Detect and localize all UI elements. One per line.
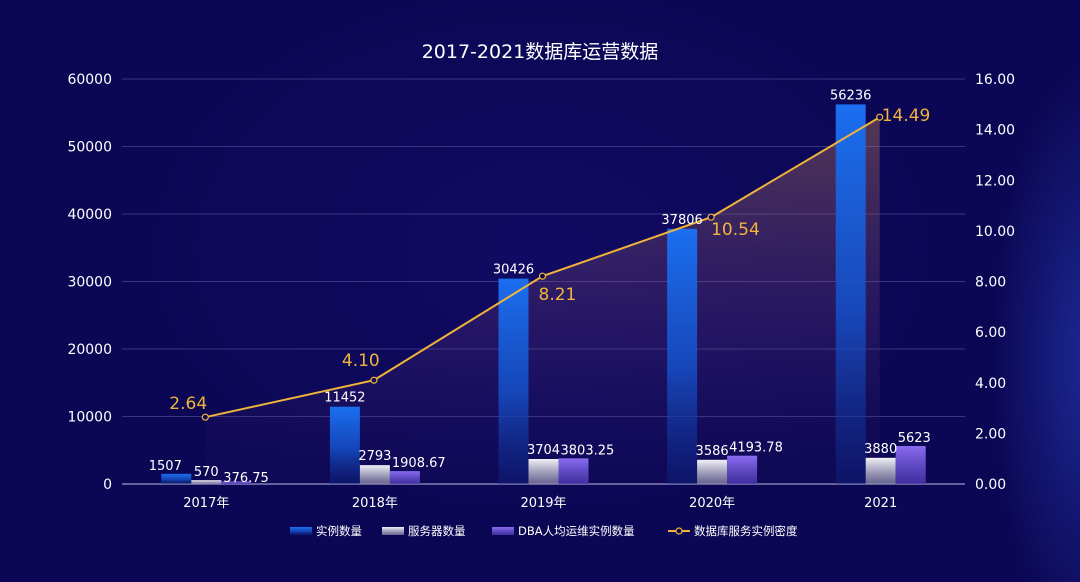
legend-swatch — [492, 527, 514, 535]
server-bar-label: 570 — [194, 465, 219, 480]
y-left-tick-label: 40000 — [67, 207, 112, 223]
y-left-tick-label: 50000 — [67, 140, 112, 156]
density-area — [205, 117, 880, 485]
density-point — [707, 213, 715, 221]
legend-swatch — [290, 527, 312, 535]
x-tick-label: 2017年 — [183, 496, 229, 511]
x-tick-label: 2019年 — [520, 496, 566, 511]
server-bar-label: 3586 — [696, 444, 729, 459]
server-bar — [191, 480, 222, 484]
density-point — [538, 272, 547, 280]
instance-bar — [329, 406, 360, 484]
density-point — [201, 413, 209, 421]
y-right-tick-label: 6.00 — [975, 325, 1006, 341]
instance-bar-label: 1507 — [149, 459, 182, 474]
y-left-tick-label: 30000 — [67, 275, 112, 291]
legend-label: 实例数量 — [316, 524, 362, 538]
y-right-tick-label: 14.00 — [975, 123, 1015, 139]
y-left-tick-label: 10000 — [67, 410, 112, 426]
y-right-tick-label: 8.00 — [975, 275, 1006, 291]
y-right-tick-label: 4.00 — [975, 376, 1006, 392]
instance-bar — [835, 104, 866, 485]
server-bar-label: 3704 — [527, 443, 560, 458]
density-point — [370, 376, 378, 384]
y-left-tick-label: 0 — [103, 477, 112, 493]
instance-bar-label: 37806 — [661, 213, 702, 228]
dba-bar-label: 376.75 — [223, 471, 268, 486]
density-point — [876, 113, 884, 121]
server-bar — [528, 458, 559, 484]
legend-label: 服务器数量 — [408, 524, 466, 538]
y-left-tick-label: 60000 — [67, 72, 112, 88]
legend-swatch-point — [675, 527, 683, 535]
density-label: 10.54 — [711, 220, 760, 240]
dba-bar-label: 3803.25 — [561, 443, 615, 458]
x-tick-label: 2018年 — [352, 496, 398, 511]
y-right-tick-label: 10.00 — [975, 224, 1015, 240]
density-label: 4.10 — [342, 351, 380, 371]
x-tick-label: 2020年 — [689, 496, 735, 511]
instance-bar — [498, 278, 529, 484]
y-right-tick-label: 12.00 — [975, 173, 1015, 189]
instance-bar-label: 11452 — [324, 391, 365, 406]
dba-bar-label: 1908.67 — [392, 456, 446, 471]
y-right-tick-label: 16.00 — [975, 72, 1015, 88]
dba-bar — [221, 481, 252, 484]
legend-swatch — [382, 527, 404, 535]
density-label: 2.64 — [169, 394, 207, 414]
y-right-tick-label: 2.00 — [975, 426, 1006, 442]
instance-bar-label: 56236 — [830, 88, 871, 103]
density-label: 14.49 — [882, 106, 931, 126]
x-tick-label: 2021 — [864, 496, 897, 511]
legend-label: DBA人均运维实例数量 — [518, 524, 635, 538]
density-label: 8.21 — [539, 285, 577, 305]
legend-label: 数据库服务实例密度 — [694, 524, 798, 538]
dba-bar-label: 5623 — [898, 431, 931, 446]
server-bar — [697, 459, 728, 484]
server-bar-label: 3880 — [864, 442, 897, 457]
dba-bar — [895, 446, 926, 484]
chart-title: 2017-2021数据库运营数据 — [422, 41, 659, 63]
dba-bar — [558, 458, 589, 484]
dba-bar-label: 4193.78 — [729, 441, 783, 456]
dba-bar — [389, 471, 420, 484]
instance-bar-label: 30426 — [493, 263, 534, 278]
instance-bar — [161, 473, 192, 484]
y-right-tick-label: 0.00 — [975, 477, 1006, 493]
dba-bar — [727, 455, 758, 484]
server-bar — [865, 457, 896, 484]
instance-bar — [667, 228, 698, 484]
server-bar-label: 2793 — [358, 449, 391, 464]
y-left-tick-label: 20000 — [67, 342, 112, 358]
server-bar — [359, 465, 390, 484]
